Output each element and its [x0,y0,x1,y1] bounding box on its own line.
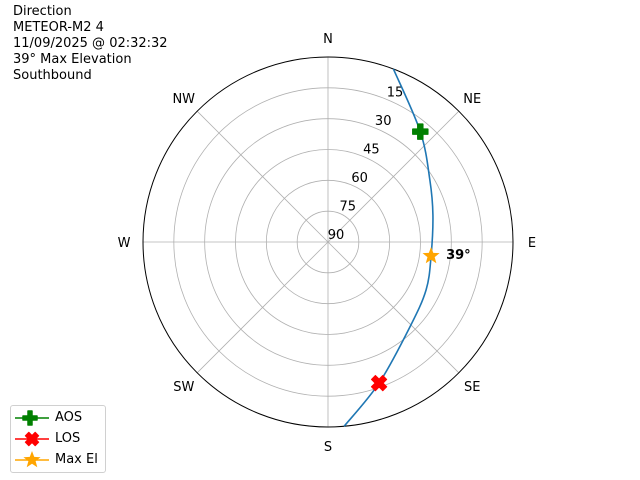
direction-label-sw: SW [173,380,194,395]
star-icon [15,451,49,468]
legend-item-los: LOS [11,429,105,449]
legend-item-aos: AOS [11,408,105,428]
title-line: Southbound [13,68,92,83]
elevation-tick-label: 60 [351,171,368,186]
legend-item-max-el: Max El [11,450,105,470]
x-icon [15,431,49,447]
grid-spoke [196,110,329,243]
title-line: METEOR-M2 4 [13,20,104,35]
elevation-tick-label: 90 [328,228,345,243]
grid-spoke [196,241,329,374]
chart-title: Direction METEOR-M2 4 11/09/2025 @ 02:32… [13,4,168,84]
legend: AOS LOS Max El [10,405,106,473]
direction-label-w: W [118,236,131,251]
grid-spoke [327,110,460,243]
title-line: 39° Max Elevation [13,52,132,67]
polar-frame [142,56,514,428]
x-icon [370,374,388,392]
elevation-tick-label: 30 [375,114,392,129]
direction-label-nw: NW [172,92,195,107]
legend-label: AOS [55,410,83,425]
max-elevation-annotation: 39° [446,248,471,263]
elevation-tick-label: 45 [363,143,380,158]
direction-label-s: S [324,440,332,455]
plus-icon [15,410,49,426]
direction-label-e: E [528,236,536,251]
legend-label: LOS [55,431,81,446]
title-line: Direction [13,4,72,19]
direction-label-n: N [323,32,333,47]
title-line: 11/09/2025 @ 02:32:32 [13,36,168,51]
marker-max-el [422,246,440,264]
grid-spoke [327,241,460,374]
marker-aos [412,123,429,140]
elevation-tick-label: 15 [387,86,404,101]
direction-label-se: SE [464,380,480,395]
legend-label: Max El [55,452,98,467]
elevation-tick-label: 75 [340,200,357,215]
marker-los [370,374,388,392]
plus-icon [412,123,429,140]
direction-label-ne: NE [463,92,481,107]
